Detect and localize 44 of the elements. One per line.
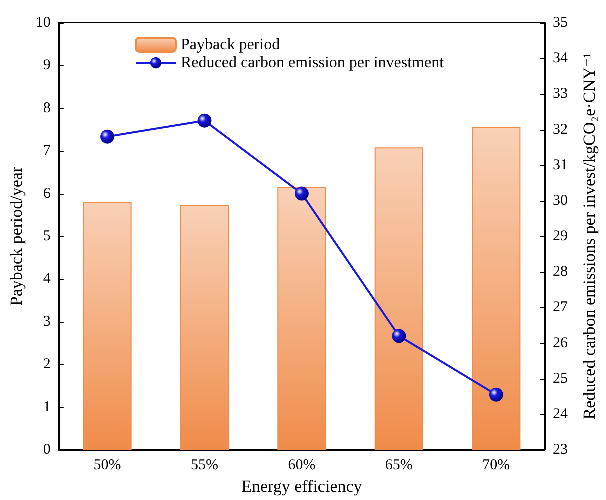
legend-label: Reduced carbon emission per investment [181, 54, 445, 72]
y-tick-label: 8 [43, 100, 51, 116]
x-axis-title: Energy efficiency [242, 477, 363, 496]
y-tick-label: 1 [43, 399, 51, 416]
x-tick-label: 70% [482, 458, 510, 474]
legend-label: Payback period [181, 36, 280, 54]
y-tick-label: 9 [43, 58, 51, 74]
y2-tick-label: 25 [553, 370, 568, 387]
y2-tick-label: 35 [553, 15, 568, 31]
y2-tick-label: 29 [553, 228, 568, 244]
x-tick-label: 55% [190, 458, 218, 474]
y2-tick-label: 32 [553, 122, 568, 138]
x-tick-label: 50% [94, 458, 122, 474]
y2-tick-label: 28 [553, 264, 568, 280]
y-tick-label: 3 [43, 314, 51, 330]
bar [278, 187, 326, 450]
y2-tick-label: 23 [553, 442, 568, 458]
y2-tick-label: 31 [553, 157, 568, 174]
y2-tick-label: 26 [553, 335, 568, 352]
bar [472, 127, 521, 450]
y-tick-label: 2 [43, 356, 51, 373]
y-tick-label: 5 [43, 228, 51, 244]
y2-tick-label: 24 [553, 406, 568, 422]
y-tick-label: 0 [43, 442, 51, 458]
x-tick-label: 60% [288, 458, 316, 474]
y-axis-title: Payback period/year [7, 166, 26, 306]
y-tick-label: 6 [43, 186, 52, 202]
y2-tick-label: 33 [553, 86, 568, 102]
y-tick-label: 4 [43, 271, 52, 288]
bar [83, 202, 132, 450]
x-tick-label: 65% [385, 458, 413, 474]
y-tick-label: 10 [36, 15, 51, 31]
y2-tick-label: 34 [553, 50, 568, 67]
y-tick-label: 7 [43, 143, 52, 160]
y2-tick-label: 27 [553, 300, 568, 316]
point [489, 388, 504, 402]
point [100, 130, 115, 144]
y2-tick-label: 30 [553, 192, 568, 209]
bar [180, 205, 230, 450]
y2-axis-title: Reduced carbon emissions per invest/kgCO₂e·CNY⁻¹ [580, 53, 599, 420]
point [198, 114, 212, 128]
bar [374, 148, 424, 450]
point [294, 186, 309, 201]
point [392, 329, 406, 344]
